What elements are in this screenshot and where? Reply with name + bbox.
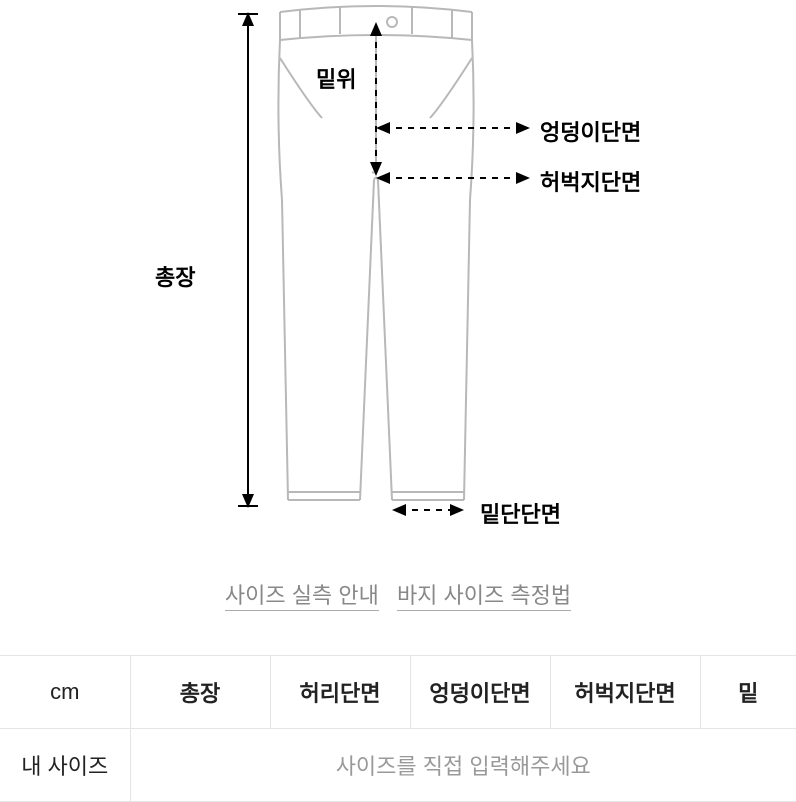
size-table: cm 총장 허리단면 엉덩이단면 허벅지단면 밑 내 사이즈 사이즈를 직접 입… [0, 655, 796, 802]
link-measure-guide[interactable]: 바지 사이즈 측정법 [397, 583, 571, 611]
label-rise: 밑위 [316, 62, 356, 94]
my-size-row: 내 사이즈 사이즈를 직접 입력해주세요 [0, 729, 796, 802]
label-hip: 엉덩이단면 [540, 115, 641, 147]
label-thigh: 허벅지단면 [540, 165, 641, 197]
col-header: 밑 [700, 656, 796, 729]
unit-header: cm [0, 656, 130, 729]
my-size-input-placeholder[interactable]: 사이즈를 직접 입력해주세요 [130, 729, 796, 802]
label-total-length: 총장 [155, 260, 195, 292]
my-size-label: 내 사이즈 [0, 729, 130, 802]
pants-diagram: 총장 밑위 엉덩이단면 허벅지단면 밑단단면 [0, 0, 796, 570]
col-header: 허리단면 [270, 656, 410, 729]
col-header: 허벅지단면 [550, 656, 700, 729]
guide-links: 사이즈 실측 안내 바지 사이즈 측정법 [0, 578, 796, 610]
table-header-row: cm 총장 허리단면 엉덩이단면 허벅지단면 밑 [0, 656, 796, 729]
pants-svg [0, 0, 796, 570]
col-header: 총장 [130, 656, 270, 729]
label-hem: 밑단단면 [480, 497, 561, 529]
col-header: 엉덩이단면 [410, 656, 550, 729]
link-size-guide[interactable]: 사이즈 실측 안내 [225, 583, 379, 611]
